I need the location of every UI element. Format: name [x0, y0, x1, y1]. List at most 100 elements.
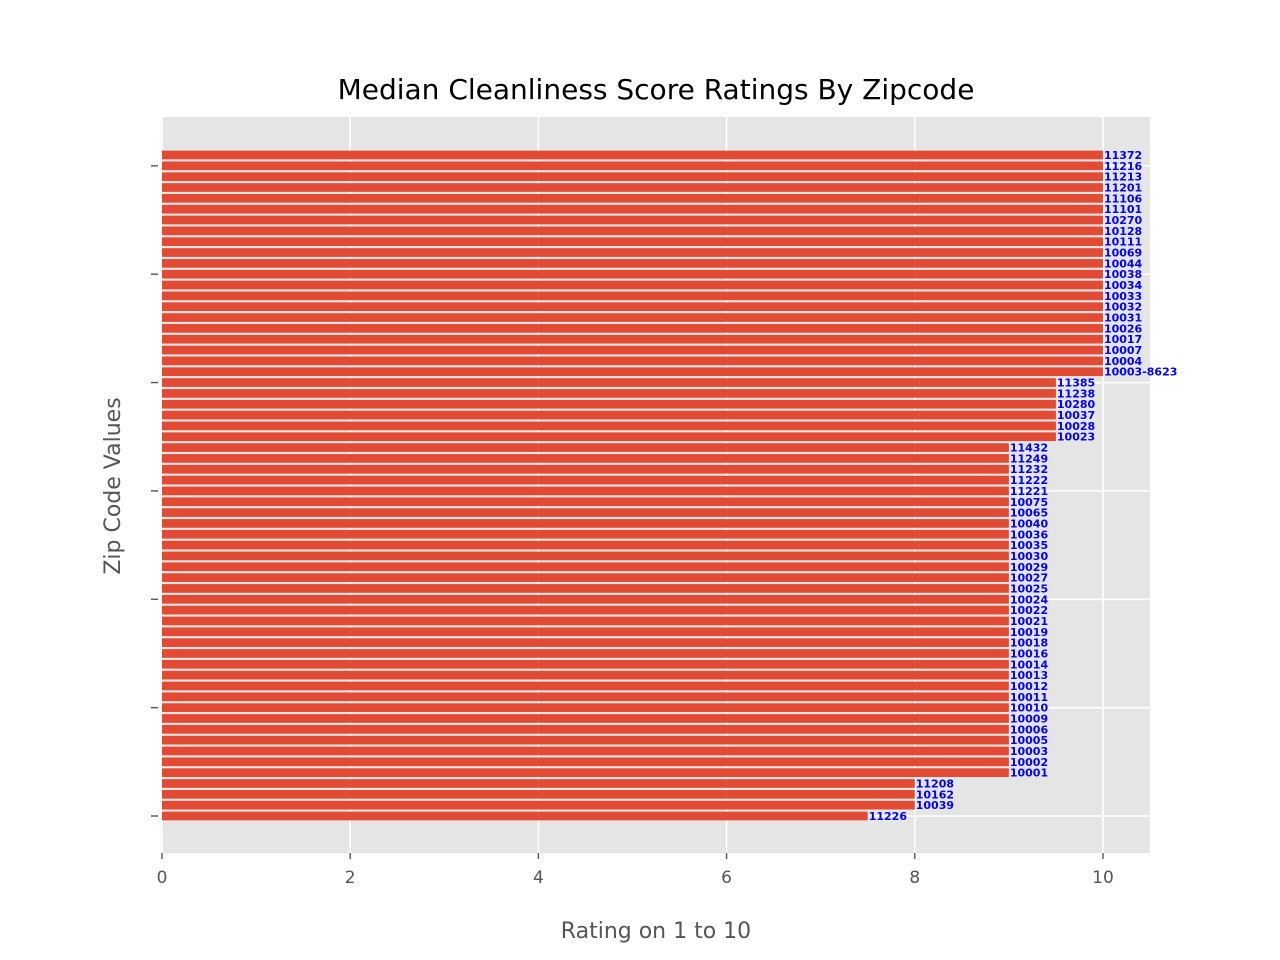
bar-label: 10005 [1010, 734, 1048, 747]
bar-label: 10035 [1010, 539, 1048, 552]
bar [162, 779, 915, 788]
bar [162, 194, 1103, 203]
bar-label: 10004 [1104, 355, 1143, 368]
x-tick-label: 2 [345, 868, 356, 888]
bar [162, 345, 1103, 355]
bar-labels: 1137211216112131120111106111011027010128… [869, 149, 1178, 823]
bar [162, 410, 1056, 420]
bar [162, 237, 1103, 247]
bar-label: 11221 [1010, 485, 1048, 498]
bar [162, 638, 1009, 647]
x-axis: 0 2 4 6 8 10 [157, 853, 1114, 888]
bar [162, 746, 1009, 756]
bar-label: 10031 [1104, 312, 1142, 325]
bar [162, 356, 1103, 366]
bar-label: 10003 [1010, 745, 1048, 758]
bar [162, 248, 1103, 257]
bar-label: 10002 [1010, 756, 1048, 769]
bar-label: 10013 [1010, 669, 1048, 682]
bar [162, 280, 1103, 290]
bar-label: 11432 [1010, 442, 1048, 455]
bar-label: 10038 [1104, 268, 1142, 281]
bar [162, 768, 1009, 777]
bar [162, 594, 1009, 604]
bar-label: 10022 [1010, 604, 1048, 617]
bar-label: 10034 [1104, 279, 1143, 292]
bar [162, 692, 1009, 702]
bar-label: 10010 [1010, 702, 1049, 715]
bar-label: 11232 [1010, 463, 1048, 476]
bar-label: 11385 [1057, 377, 1095, 390]
bar-label: 10027 [1010, 572, 1048, 585]
bar-label: 10280 [1057, 398, 1096, 411]
bar [162, 714, 1009, 723]
bar [162, 540, 1009, 550]
bar [162, 215, 1103, 225]
bar-label: 10040 [1010, 517, 1049, 530]
bar-label: 11101 [1104, 203, 1142, 216]
bar-label: 10025 [1010, 582, 1048, 595]
bar [162, 724, 1009, 734]
x-tick-label: 8 [909, 868, 920, 888]
bar [162, 551, 1009, 561]
bar-label: 11213 [1104, 171, 1142, 184]
bar [162, 161, 1103, 171]
bar-label: 10065 [1010, 507, 1048, 520]
bar [162, 659, 1009, 669]
bar [162, 334, 1103, 344]
bar [162, 389, 1056, 398]
bar-label: 10006 [1010, 723, 1049, 736]
bar-label: 10036 [1010, 528, 1049, 541]
bar [162, 399, 1056, 409]
bar-label: 10012 [1010, 680, 1048, 693]
bar-label: 11216 [1104, 160, 1143, 173]
bar-label: 10111 [1104, 236, 1142, 249]
bar-label: 10017 [1104, 333, 1142, 346]
bar [162, 486, 1009, 496]
bar-label: 11226 [869, 810, 908, 823]
bar [162, 291, 1103, 301]
bar [162, 226, 1103, 236]
y-axis-label: Zip Code Values [101, 397, 126, 574]
bar-label: 10001 [1010, 767, 1048, 780]
bar [162, 616, 1009, 626]
bar [162, 584, 1009, 593]
bar [162, 627, 1009, 637]
bar [162, 649, 1009, 658]
bar [162, 259, 1103, 268]
x-tick-label: 10 [1092, 868, 1114, 888]
bar-label: 10014 [1010, 658, 1049, 671]
bar [162, 150, 1103, 160]
bar [162, 464, 1009, 474]
bar-label: 10024 [1010, 593, 1049, 606]
bar [162, 443, 1009, 452]
bar [162, 519, 1009, 528]
bar [162, 508, 1009, 517]
bar [162, 757, 1009, 767]
bar-label: 10128 [1104, 225, 1142, 238]
bar [162, 269, 1103, 279]
bar-label: 10029 [1010, 561, 1048, 574]
bar-label: 10030 [1010, 550, 1049, 563]
bar-label: 11208 [916, 777, 954, 790]
bar-label: 11222 [1010, 474, 1048, 487]
bar-label: 10011 [1010, 691, 1048, 704]
x-tick-label: 0 [157, 868, 168, 888]
bar [162, 302, 1103, 312]
bar [162, 789, 915, 799]
bar [162, 432, 1056, 442]
bar-label: 10162 [916, 788, 954, 801]
bar-label: 11372 [1104, 149, 1142, 162]
x-axis-label: Rating on 1 to 10 [561, 919, 751, 944]
bar-label: 10270 [1104, 214, 1143, 227]
bar [162, 811, 868, 821]
bar [162, 183, 1103, 192]
chart-title: Median Cleanliness Score Ratings By Zipc… [338, 73, 975, 106]
bar-label: 10033 [1104, 290, 1142, 303]
bar-label: 10018 [1010, 637, 1048, 650]
bar-label: 11106 [1104, 192, 1143, 205]
bar-label: 10007 [1104, 344, 1142, 357]
bar-label: 10009 [1010, 712, 1048, 725]
x-tick-label: 4 [533, 868, 544, 888]
bar-label: 10021 [1010, 615, 1048, 628]
